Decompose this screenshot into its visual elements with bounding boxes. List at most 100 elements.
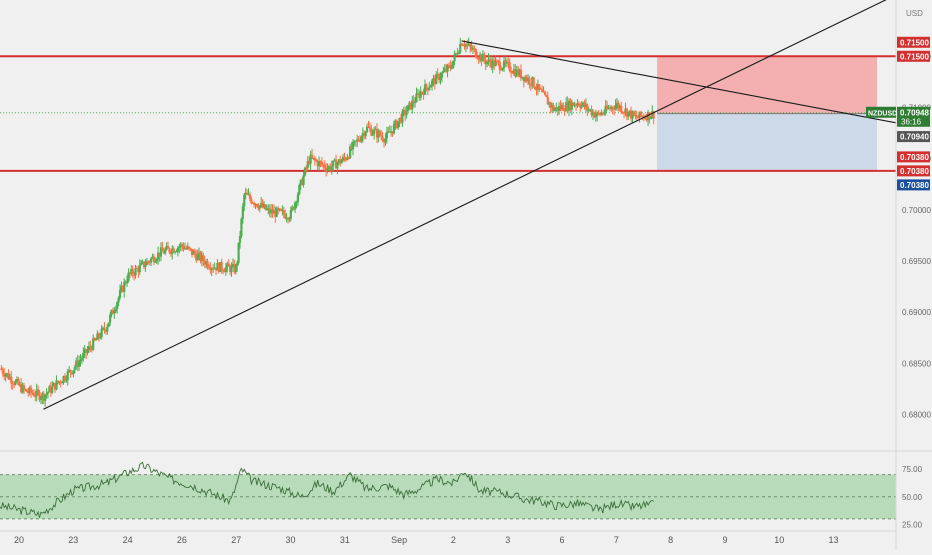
time-tick-label: 23 xyxy=(68,535,78,545)
candle-body xyxy=(209,268,212,271)
candle-body xyxy=(0,368,3,370)
candle-body xyxy=(182,246,185,250)
candle-body xyxy=(584,104,588,108)
stop-loss-zone xyxy=(657,56,877,114)
candle-body xyxy=(630,110,633,119)
candle-body xyxy=(639,111,643,117)
candle-body xyxy=(363,132,366,137)
candle-body xyxy=(216,262,219,271)
candle-body xyxy=(175,251,178,253)
candle-body xyxy=(39,398,43,400)
candle-body xyxy=(107,322,110,327)
candle-body xyxy=(21,385,24,393)
candle-body xyxy=(364,131,367,137)
candle-body xyxy=(45,393,48,395)
candle-body xyxy=(327,166,331,169)
candle-body xyxy=(611,107,614,109)
candle-body xyxy=(205,261,208,265)
candle-body xyxy=(435,73,438,85)
candle-body xyxy=(213,267,216,269)
rising-trendline xyxy=(43,0,887,410)
candle-body xyxy=(450,67,453,69)
candle-body xyxy=(535,89,538,91)
candle-body xyxy=(598,113,602,115)
time-tick-label: 8 xyxy=(668,535,673,545)
candle-body xyxy=(421,91,424,93)
candle-body xyxy=(5,373,9,375)
candle-body xyxy=(567,100,571,111)
candle-body xyxy=(192,251,195,255)
candle-body xyxy=(230,265,233,273)
candle-body xyxy=(237,242,240,263)
candle-body xyxy=(320,161,324,165)
candle-body xyxy=(158,252,161,257)
candle-body xyxy=(277,207,280,211)
candle-body xyxy=(245,192,249,195)
candle-body xyxy=(124,281,127,284)
candle-body xyxy=(286,218,290,220)
candle-body xyxy=(548,102,551,105)
candle-body xyxy=(278,209,281,211)
candle-body xyxy=(560,105,564,109)
candle-body xyxy=(449,65,452,69)
candle-body xyxy=(97,333,100,338)
candle-body xyxy=(645,117,648,121)
candle-body xyxy=(627,111,630,117)
candle-body xyxy=(542,91,545,93)
candle-body xyxy=(231,263,235,266)
candle-body xyxy=(405,111,408,116)
candle-body xyxy=(271,209,274,214)
candle-body xyxy=(185,248,188,250)
candle-body xyxy=(638,111,641,118)
candle-body xyxy=(179,244,182,247)
candle-body xyxy=(565,102,568,112)
time-tick-label: 6 xyxy=(560,535,565,545)
candle-body xyxy=(181,244,184,247)
candle-body xyxy=(572,102,575,106)
candle-body xyxy=(478,54,482,60)
candle-body xyxy=(83,349,86,353)
candle-body xyxy=(157,252,160,260)
candle-body xyxy=(416,93,420,95)
candle-body xyxy=(142,261,146,268)
time-tick-label: Sep xyxy=(391,535,407,545)
candle-body xyxy=(404,110,407,116)
candle-body xyxy=(140,262,143,265)
candle-body xyxy=(497,60,500,62)
candle-body xyxy=(313,157,316,161)
candle-body xyxy=(521,76,524,79)
candle-body xyxy=(613,108,616,110)
candle-body xyxy=(111,310,115,314)
candle-body xyxy=(337,159,340,164)
candle-body xyxy=(526,77,530,81)
candle-body xyxy=(507,61,510,63)
candle-body xyxy=(531,77,534,86)
candle-body xyxy=(493,59,496,66)
candle-body xyxy=(502,60,506,69)
candle-body xyxy=(7,373,10,379)
candle-body xyxy=(28,387,31,393)
candle-body xyxy=(110,310,113,315)
candle-body xyxy=(69,369,72,373)
candle-body xyxy=(82,352,85,359)
candle-body xyxy=(130,268,133,274)
candle-body xyxy=(121,286,124,292)
candle-body xyxy=(590,109,593,116)
candle-body xyxy=(344,158,348,160)
candle-body xyxy=(120,286,123,291)
candle-body xyxy=(439,77,442,81)
candle-body xyxy=(442,71,445,73)
candle-body xyxy=(52,383,55,387)
candle-body xyxy=(494,60,497,66)
candle-body xyxy=(199,252,202,262)
candle-body xyxy=(474,48,477,58)
candle-body xyxy=(415,93,418,103)
candle-body xyxy=(476,57,479,59)
candle-body xyxy=(524,77,527,82)
candle-body xyxy=(358,140,362,142)
candle-body xyxy=(186,246,189,249)
candle-body xyxy=(485,61,489,65)
candle-body xyxy=(559,106,562,109)
candle-body xyxy=(62,376,65,383)
